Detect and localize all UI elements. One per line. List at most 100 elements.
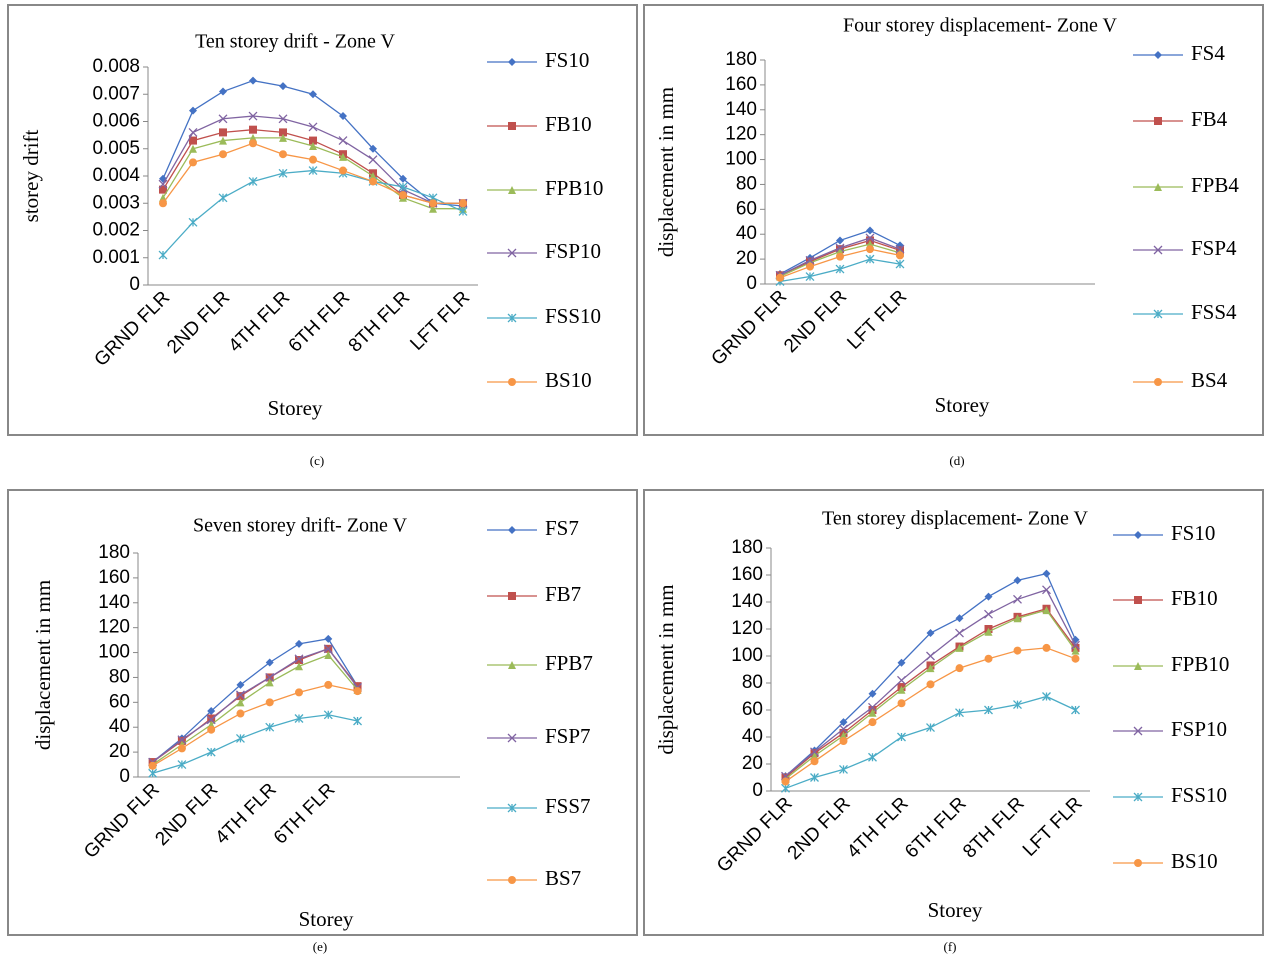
marker (323, 644, 333, 654)
chart-title: Ten storey drift - Zone V (195, 31, 395, 53)
marker (159, 185, 167, 194)
legend-label: FB7 (545, 582, 581, 606)
y-tick-label: 100 (725, 149, 757, 170)
marker (926, 680, 935, 689)
y-tick-label: 180 (731, 537, 763, 558)
series-line (152, 648, 359, 763)
x-tick-label: GRND FLR (713, 793, 797, 877)
marker (508, 58, 516, 66)
marker (309, 136, 317, 145)
y-tick-label: 100 (98, 642, 130, 663)
marker (1071, 646, 1080, 655)
y-tick-label: 120 (98, 617, 130, 638)
marker (206, 715, 216, 725)
x-tick-label: 6TH FLR (285, 287, 354, 356)
marker (369, 144, 377, 153)
marker (236, 692, 245, 701)
marker (265, 658, 274, 667)
marker (218, 193, 228, 203)
marker (984, 654, 993, 663)
y-tick-label: 160 (725, 74, 757, 95)
marker (1042, 569, 1051, 578)
y-tick-label: 40 (742, 726, 763, 747)
y-tick-label: 80 (742, 672, 763, 693)
marker (148, 761, 157, 770)
x-tick-label: 6TH FLR (901, 793, 970, 862)
marker (835, 243, 845, 253)
marker (279, 82, 287, 91)
marker (1071, 654, 1080, 663)
legend-label: BS7 (545, 866, 581, 890)
x-axis-title: Storey (928, 898, 983, 922)
y-tick-label: 0.003 (92, 192, 140, 213)
marker (323, 710, 333, 720)
y-tick-label: 0.004 (92, 165, 140, 186)
series-line (152, 684, 358, 767)
y-tick-label: 60 (742, 699, 763, 720)
y-tick-label: 0 (119, 766, 130, 787)
y-tick-label: 160 (731, 564, 763, 585)
x-tick-label: LFT FLR (1019, 793, 1087, 861)
y-tick-label: 100 (731, 645, 763, 666)
marker (508, 122, 516, 130)
legend-label: FSS10 (1171, 783, 1227, 807)
legend-label: BS10 (545, 368, 592, 392)
y-tick-label: 180 (725, 49, 757, 70)
marker (324, 680, 333, 689)
marker (868, 702, 877, 712)
marker (159, 199, 167, 208)
legend-label: FSS10 (545, 304, 601, 328)
marker (984, 592, 993, 601)
marker (399, 174, 407, 183)
panel-frame (643, 4, 1264, 436)
marker (278, 114, 288, 124)
y-tick-label: 60 (109, 691, 130, 712)
marker (508, 661, 516, 669)
legend-label: FPB4 (1191, 173, 1239, 197)
y-tick-label: 160 (98, 567, 130, 588)
marker (429, 204, 437, 213)
legend-label: FS10 (1171, 521, 1215, 545)
marker (249, 76, 257, 85)
marker (158, 250, 168, 260)
marker (839, 764, 848, 774)
marker (896, 251, 904, 260)
x-tick-label: 2ND FLR (784, 793, 855, 864)
marker (236, 709, 245, 718)
marker (810, 773, 819, 782)
legend-label: FPB10 (545, 176, 603, 200)
caption: (e) (313, 939, 327, 954)
panel-frame (7, 489, 638, 936)
marker (1134, 662, 1142, 670)
marker (835, 264, 845, 274)
legend-label: FSS7 (545, 794, 591, 818)
marker (1071, 640, 1080, 650)
y-tick-label: 20 (742, 753, 763, 774)
legend-label: FSP7 (545, 724, 591, 748)
marker (805, 255, 815, 265)
y-tick-label: 0.005 (92, 138, 140, 159)
marker (897, 675, 906, 685)
marker (926, 651, 935, 661)
marker (339, 152, 347, 161)
marker (265, 672, 275, 682)
x-axis-title: Storey (935, 393, 990, 417)
y-tick-label: 80 (736, 173, 757, 194)
marker (219, 150, 227, 159)
marker (836, 252, 844, 261)
marker (810, 747, 819, 757)
marker (248, 176, 258, 186)
marker (249, 139, 257, 148)
marker (508, 186, 516, 194)
marker (508, 378, 516, 386)
y-tick-label: 140 (725, 99, 757, 120)
y-tick-label: 20 (736, 248, 757, 269)
marker (781, 777, 790, 786)
y-tick-label: 0.001 (92, 247, 140, 268)
x-tick-label: 8TH FLR (959, 793, 1028, 862)
marker (338, 136, 348, 146)
x-tick-label: 2ND FLR (163, 287, 234, 358)
marker (206, 747, 216, 757)
marker (189, 106, 197, 115)
